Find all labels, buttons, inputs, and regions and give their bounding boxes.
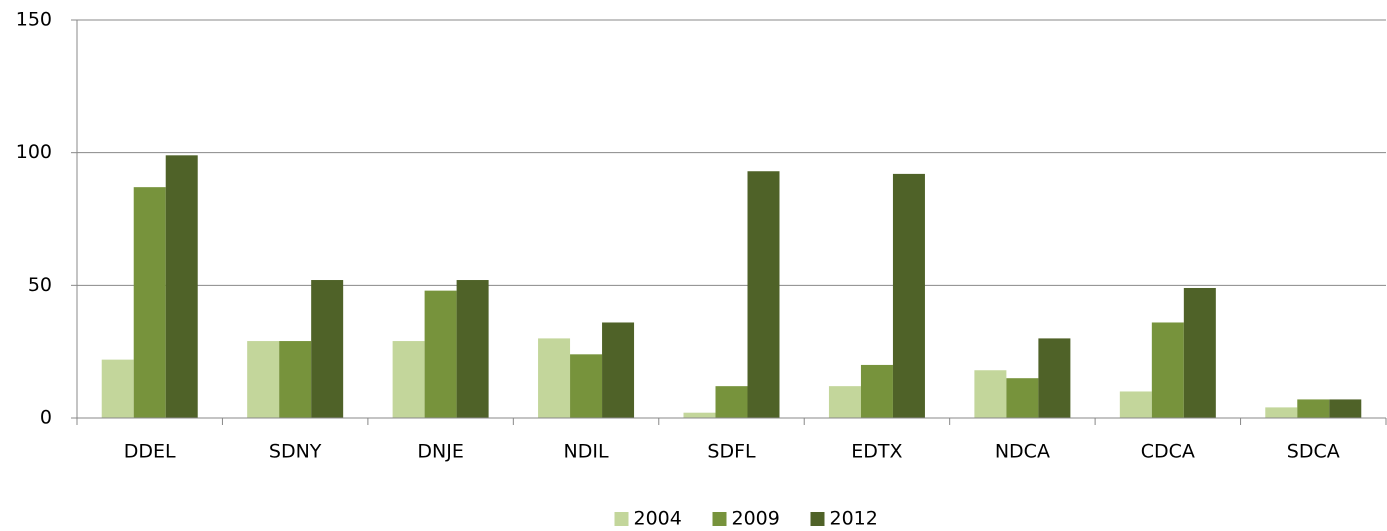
bar — [828, 386, 861, 418]
x-tick-label: NDCA — [995, 441, 1050, 463]
bar — [424, 290, 457, 418]
bar — [1151, 322, 1184, 418]
bar — [538, 338, 571, 418]
bar — [311, 280, 344, 418]
legend-swatch — [810, 512, 825, 526]
x-tick-label: SDNY — [269, 441, 322, 463]
x-tick-label: CDCA — [1141, 441, 1195, 463]
legend-label: 2004 — [634, 508, 682, 530]
x-tick-label: EDTX — [851, 441, 902, 463]
bar — [570, 354, 603, 418]
y-tick-label: 0 — [40, 407, 52, 429]
legend-swatch — [712, 512, 727, 526]
bar — [683, 412, 716, 418]
bar — [247, 341, 280, 418]
bar — [974, 370, 1007, 418]
bar — [1265, 407, 1298, 418]
x-tick-label: NDIL — [564, 441, 609, 463]
bar — [279, 341, 312, 418]
bar — [133, 187, 166, 418]
y-tick-label: 150 — [16, 9, 52, 31]
bar — [715, 386, 748, 418]
y-tick-label: 50 — [28, 274, 52, 296]
y-tick-label: 100 — [16, 141, 52, 163]
bar — [860, 364, 893, 418]
bar — [165, 155, 198, 418]
legend-swatch — [614, 512, 629, 526]
legend-label: 2009 — [732, 508, 780, 530]
bar — [1038, 338, 1071, 418]
legend-label: 2012 — [830, 508, 878, 530]
bar — [602, 322, 635, 418]
x-tick-label: SDCA — [1287, 441, 1340, 463]
bar — [1329, 399, 1362, 418]
bar — [747, 171, 780, 418]
x-tick-label: DNJE — [417, 441, 463, 463]
bar — [892, 173, 925, 418]
x-tick-label: DDEL — [124, 441, 176, 463]
bar — [101, 359, 134, 418]
bar — [1119, 391, 1152, 418]
bar — [1297, 399, 1330, 418]
bar — [1006, 378, 1039, 418]
bar — [1183, 287, 1216, 418]
bar — [456, 280, 489, 418]
bar — [392, 341, 425, 418]
x-tick-label: SDFL — [707, 441, 756, 463]
